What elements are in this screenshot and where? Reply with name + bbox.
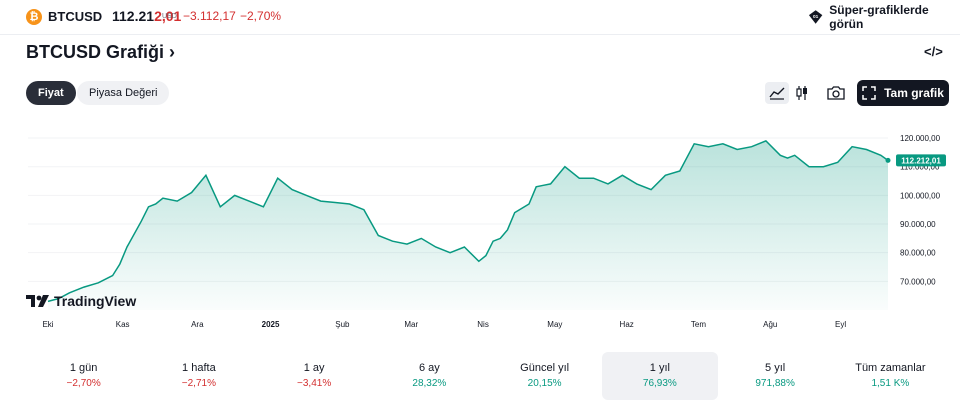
period-value: −2,71% (181, 378, 216, 389)
performance-periods: 1 gün −2,70% 1 hafta −2,71% 1 ay −3,41% 6 a… (26, 352, 948, 400)
y-axis: 70.000,00 80.000,00 90.000,00 100.000,00 110… (900, 134, 941, 286)
last-price-badge (896, 154, 946, 167)
super-charts-label: Süper-grafiklerde görün (829, 3, 929, 31)
full-chart-button[interactable]: Tam grafik (857, 80, 949, 106)
snapshot-button[interactable] (824, 82, 848, 104)
tradingview-logo: TradingView (26, 293, 136, 309)
area-chart-icon (769, 87, 785, 100)
svg-text:01: 01 (813, 14, 819, 20)
y-tick-label: 70.000,00 (900, 277, 936, 286)
period-label: Güncel yıl (520, 362, 570, 374)
price-line (47, 140, 889, 303)
period-label: 1 hafta (182, 362, 216, 374)
period-6m[interactable]: 6 ay 28,32% (372, 352, 487, 400)
x-tick-label: Nis (477, 320, 489, 329)
x-tick-label: Mar (404, 320, 418, 329)
last-price-label: 112.212,01 (901, 156, 941, 165)
period-value: 20,15% (527, 378, 562, 389)
x-tick-label: Tem (691, 320, 706, 329)
x-tick-label: Şub (335, 320, 350, 329)
x-tick-label: Ara (191, 320, 204, 329)
period-label: 1 gün (69, 362, 98, 374)
period-1m[interactable]: 1 ay −3,41% (257, 352, 372, 400)
x-tick-label: May (547, 320, 562, 329)
symbol-name: BTCUSD (48, 9, 103, 24)
y-tick-label: 90.000,00 (900, 220, 936, 229)
period-value: −3,41% (297, 378, 332, 389)
period-value: 1,51 K% (871, 378, 910, 389)
price-chart[interactable]: 70.000,00 80.000,00 90.000,00 100.000,00 110… (0, 110, 960, 335)
y-tick-label: 80.000,00 (900, 249, 936, 258)
chevron-right-icon: › (164, 42, 176, 62)
x-tick-label: Eki (42, 320, 53, 329)
super-charts-button[interactable]: 01 Süper-grafiklerde görün (808, 3, 960, 31)
candlestick-icon (796, 86, 807, 100)
page-title-text: BTCUSD Grafiği (26, 42, 165, 62)
symbol-header-bar: ₿ BTCUSD 112.212,01 USD −3.112,17 −2,70%… (0, 0, 960, 35)
period-label: 6 ay (418, 362, 440, 374)
tradingview-logo-icon (26, 295, 49, 307)
x-tick-label: Haz (620, 320, 634, 329)
price-main: 112.21 (112, 8, 155, 24)
y-tick-label: 120.000,00 (900, 134, 941, 143)
x-tick-label: Kas (116, 320, 130, 329)
current-price: 112.212,01 (112, 8, 181, 24)
period-1d[interactable]: 1 gün −2,70% (26, 352, 141, 400)
period-ytd[interactable]: Güncel yıl 20,15% (487, 352, 602, 400)
period-label: 1 ay (303, 362, 325, 374)
tab-market-cap[interactable]: Piyasa Değeri (77, 81, 170, 105)
y-tick-label: 110.000,00 (900, 163, 940, 172)
area-chart-toggle[interactable] (765, 82, 789, 104)
price-change-percent: −2,70% (240, 9, 282, 23)
period-value: 28,32% (412, 378, 447, 389)
currency-label: USD (162, 13, 177, 20)
last-price-marker: 112.212,01 (885, 154, 946, 167)
period-value: −2,70% (66, 378, 101, 389)
camera-icon (827, 86, 845, 100)
x-tick-label: Eyl (835, 320, 846, 329)
period-value: 76,93% (642, 378, 677, 389)
period-label: 5 yıl (765, 362, 786, 374)
price-tail: 2,01 (154, 8, 182, 24)
x-axis: Eki Kas Ara 2025 Şub Mar Nis May Haz Tem Ağu Eyl (42, 320, 846, 329)
embed-code-icon[interactable]: </> (924, 44, 943, 59)
period-label: 1 yıl (649, 362, 670, 374)
period-1y[interactable]: 1 yıl 76,93% (602, 352, 718, 400)
candlestick-chart-toggle[interactable] (790, 82, 814, 104)
period-label: Tüm zamanlar (855, 362, 926, 374)
bitcoin-icon: ₿ (26, 9, 42, 25)
fullscreen-icon (862, 86, 876, 100)
period-value: 971,88% (755, 378, 795, 389)
full-chart-label: Tam grafik (884, 86, 944, 100)
x-tick-label: Ağu (763, 320, 777, 329)
period-all[interactable]: Tüm zamanlar 1,51 K% (833, 352, 948, 400)
period-5y[interactable]: 5 yıl 971,88% (718, 352, 833, 400)
page-title[interactable]: BTCUSD Grafiği › (26, 42, 175, 63)
period-1w[interactable]: 1 hafta −2,71% (141, 352, 256, 400)
last-price-dot (885, 157, 891, 163)
y-tick-label: 100.000,00 (900, 191, 941, 200)
tab-price[interactable]: Fiyat (26, 81, 76, 105)
tradingview-logo-text: TradingView (54, 293, 137, 309)
price-change: −3.112,17 (183, 9, 236, 23)
price-area-fill (48, 140, 888, 310)
x-tick-label: 2025 (262, 320, 280, 329)
supercharts-icon: 01 (808, 10, 823, 24)
